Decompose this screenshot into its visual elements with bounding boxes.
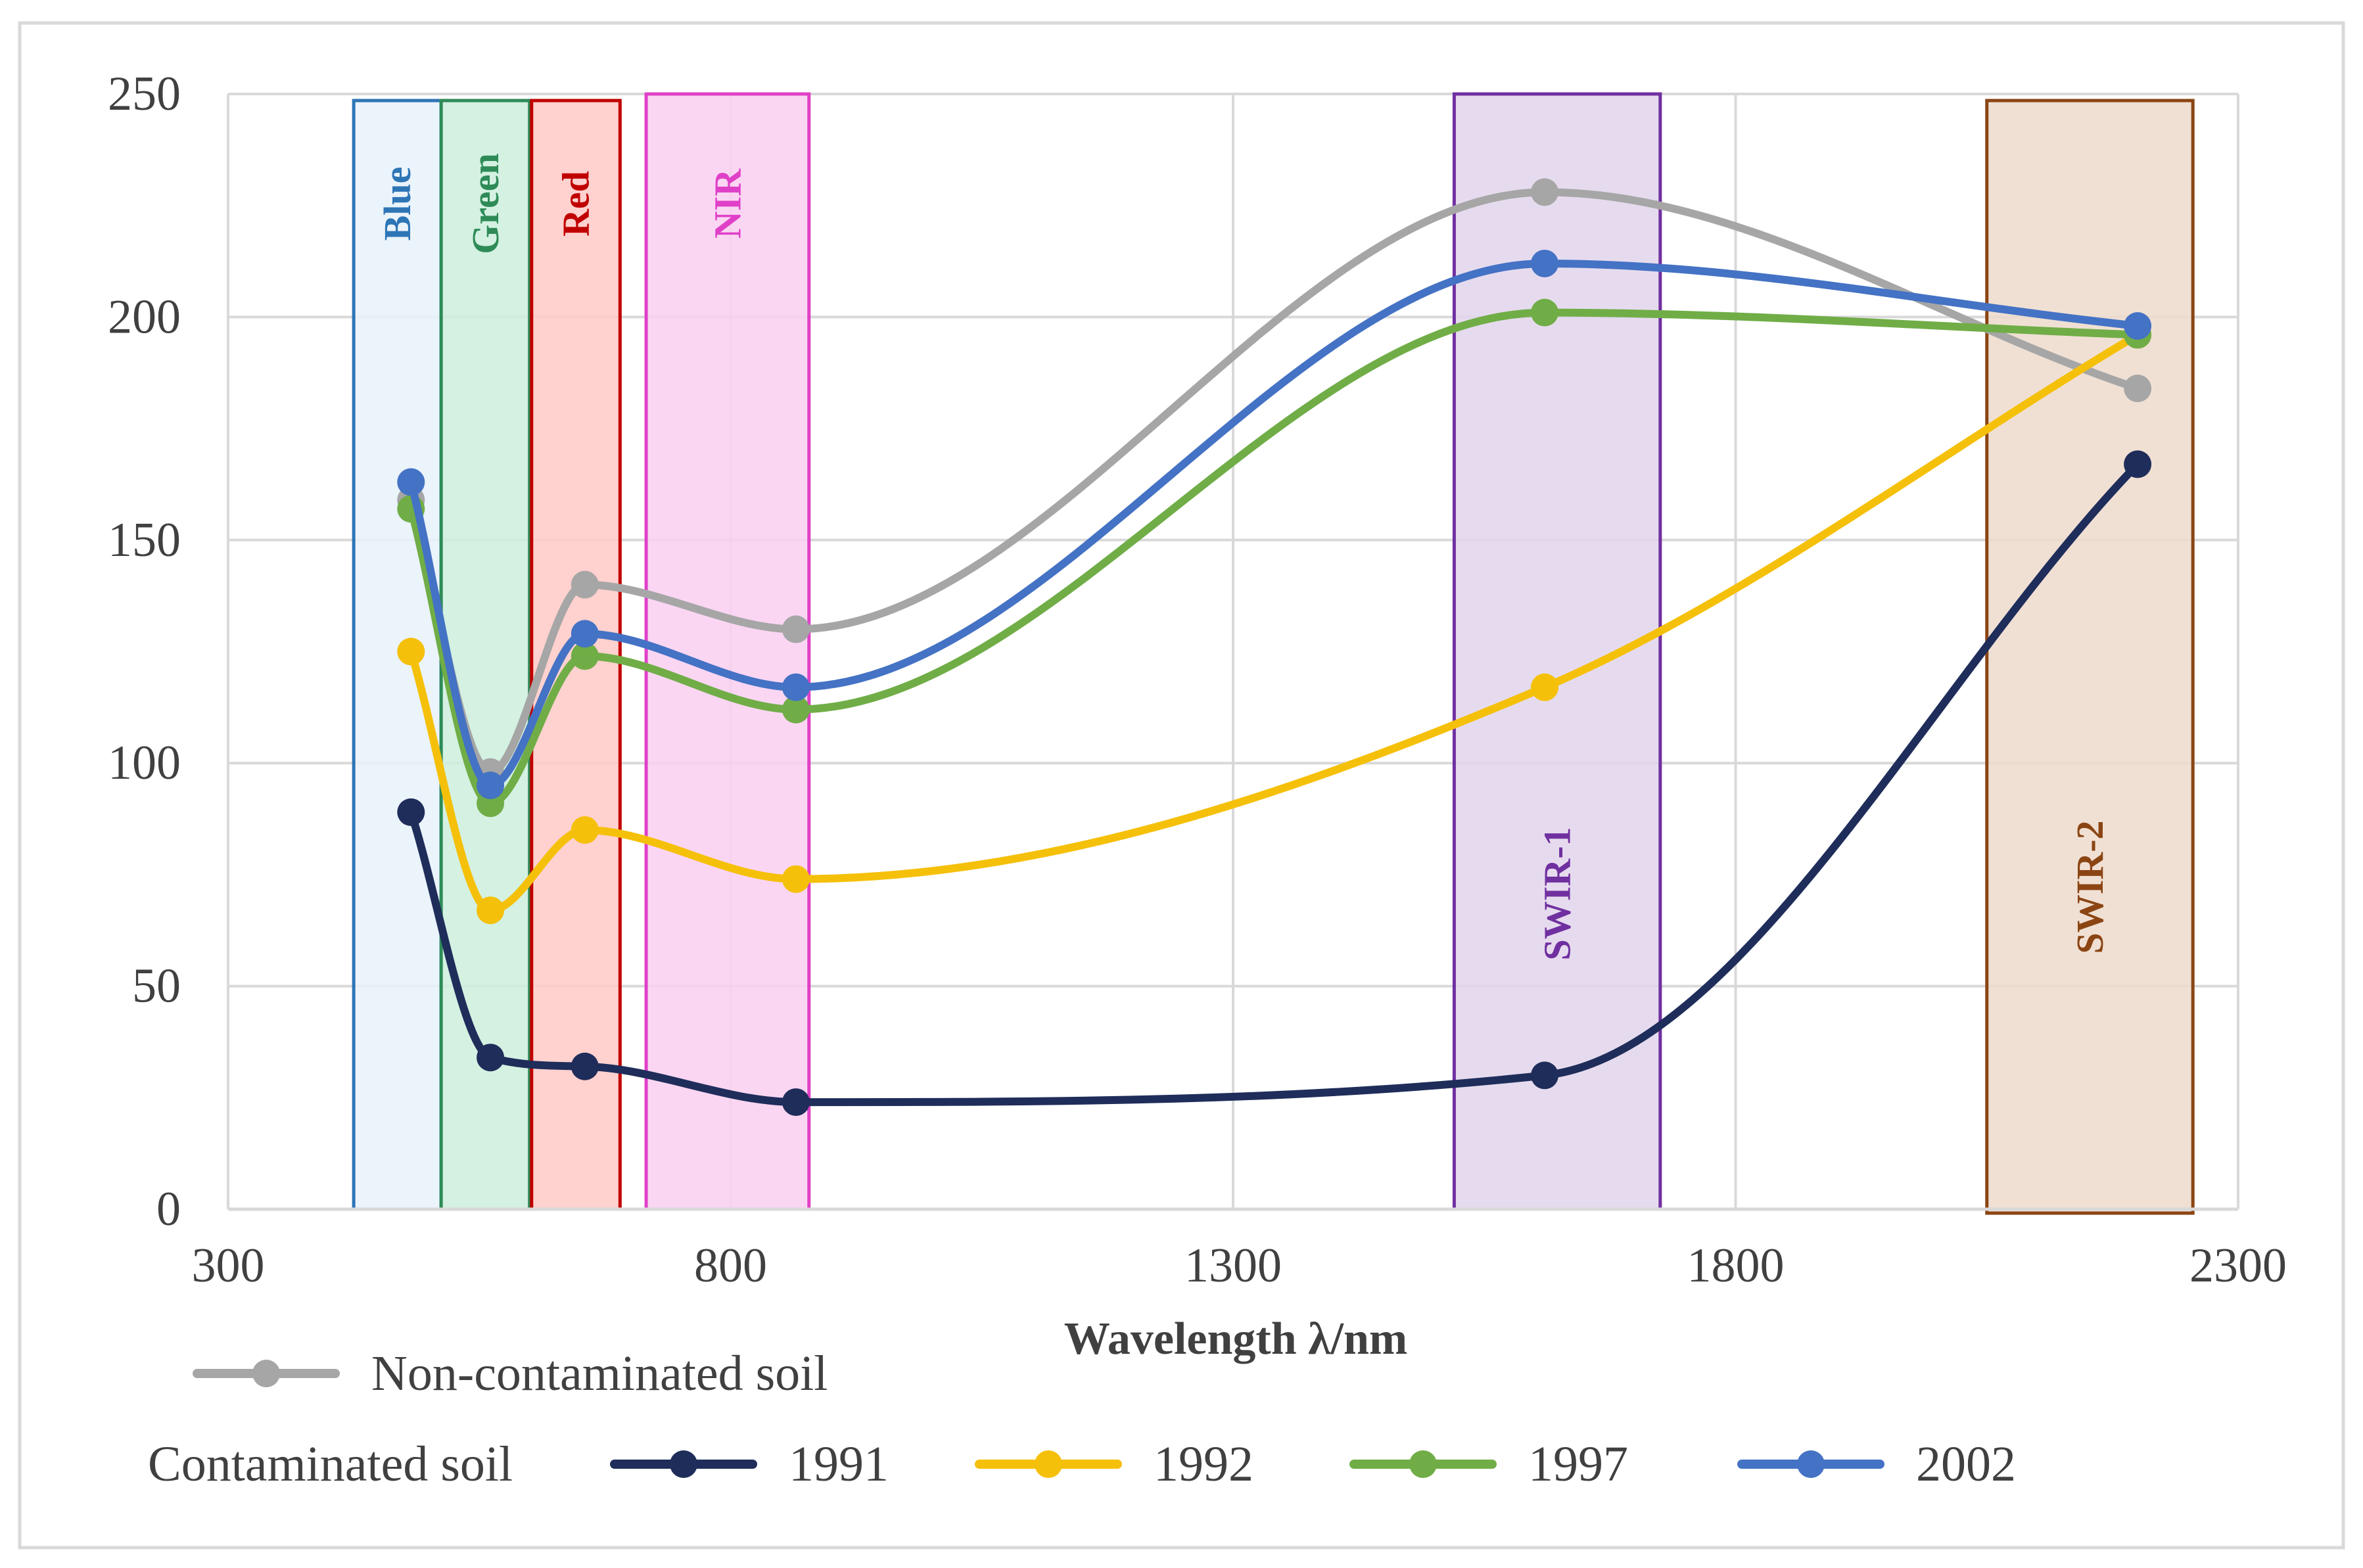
x-tick-label: 1300 — [1184, 1239, 1282, 1293]
legend-item-2002: 2002 — [1737, 1437, 2016, 1492]
x-tick-label: 800 — [694, 1239, 767, 1293]
data-point — [571, 1052, 599, 1080]
x-tick-label: 300 — [192, 1239, 265, 1293]
series-lines — [397, 178, 2152, 1117]
band-green — [439, 99, 532, 1211]
data-point — [477, 896, 505, 925]
series-2002 — [397, 249, 2152, 800]
series-1991 — [397, 450, 2152, 1117]
axes: 0 50 100 150 200 250 300 800 1300 1800 2300 — [108, 67, 2287, 1293]
y-tick-label: 200 — [108, 290, 181, 344]
series-1997 — [397, 298, 2152, 818]
data-point — [782, 865, 810, 893]
legend-group-label: Contaminated soil — [148, 1437, 513, 1492]
data-point — [397, 637, 425, 666]
data-point — [2124, 375, 2152, 403]
data-point — [782, 673, 810, 701]
legend-label: 1991 — [789, 1437, 889, 1492]
legend-item-1997: 1997 — [1349, 1437, 1628, 1492]
legend-label: 1992 — [1154, 1437, 1253, 1492]
band-label-red: Red — [555, 171, 597, 237]
data-point — [571, 816, 599, 844]
data-point — [1530, 673, 1558, 701]
x-tick-label: 1800 — [1687, 1239, 1785, 1293]
y-tick-label: 150 — [108, 513, 181, 567]
data-point — [571, 642, 599, 670]
data-point — [477, 772, 505, 800]
legend-item-1991: 1991 — [610, 1437, 889, 1492]
data-point — [782, 615, 810, 643]
y-tick-label: 0 — [156, 1182, 181, 1236]
data-point — [1530, 1061, 1558, 1090]
band-blue — [352, 99, 443, 1211]
y-tick-label: 50 — [132, 959, 181, 1013]
legend-swatch-marker — [1035, 1450, 1062, 1478]
data-point — [1530, 249, 1558, 277]
data-point — [397, 468, 425, 496]
band-label-swir-1: SWIR-1 — [1536, 827, 1579, 960]
legend-item-non-contaminated-soil: Non-contaminated soil — [193, 1346, 828, 1401]
data-point — [571, 570, 599, 599]
series-1992 — [397, 321, 2152, 925]
band-label-blue: Blue — [376, 167, 419, 241]
band-label-swir-2: SWIR-2 — [2069, 820, 2111, 954]
data-point — [477, 1044, 505, 1072]
data-point — [1530, 298, 1558, 327]
legend-swatch-marker — [1409, 1450, 1437, 1478]
data-point — [782, 1088, 810, 1117]
band-label-nir: NIR — [706, 168, 749, 239]
legend: Non-contaminated soil Contaminated soil 19… — [148, 1346, 2016, 1492]
band-label-green: Green — [464, 153, 507, 254]
legend-label: Non-contaminated soil — [371, 1346, 828, 1401]
y-tick-label: 100 — [108, 736, 181, 790]
band-swir-2 — [1985, 99, 2195, 1215]
data-point — [782, 695, 810, 724]
legend-swatch-marker — [252, 1360, 280, 1387]
legend-label: 2002 — [1916, 1437, 2016, 1492]
legend-item-1992: 1992 — [975, 1437, 1253, 1492]
data-point — [2124, 311, 2152, 340]
data-point — [397, 798, 425, 826]
x-tick-label: 2300 — [2189, 1239, 2287, 1293]
y-tick-label: 250 — [108, 67, 181, 121]
data-point — [1530, 178, 1558, 206]
data-point — [2124, 450, 2152, 478]
x-axis-title: Wavelength λ/nm — [1064, 1314, 1407, 1364]
legend-label: 1997 — [1528, 1437, 1628, 1492]
legend-swatch-marker — [670, 1450, 697, 1478]
legend-swatch-marker — [1797, 1450, 1825, 1478]
data-point — [571, 620, 599, 648]
